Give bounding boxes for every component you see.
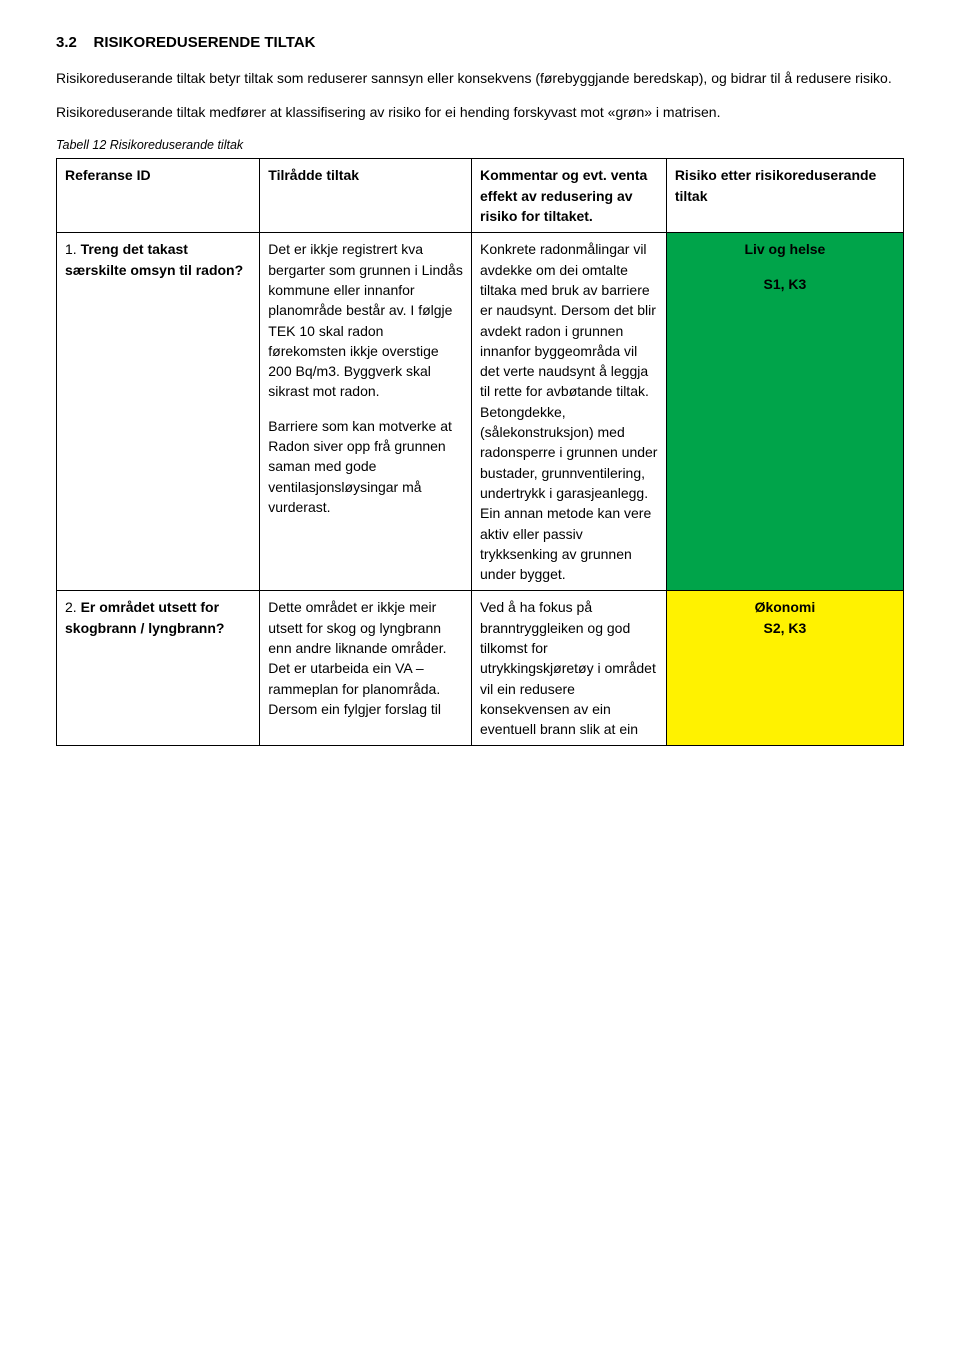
cell-risk-2: Økonomi S2, K3	[666, 591, 903, 746]
cell-kommentar-1: Konkrete radonmålingar vil avdekke om de…	[472, 233, 667, 591]
table-row: 2. Er området utsett for skogbrann / lyn…	[57, 591, 904, 746]
col-header-risiko: Risiko etter risikoreduserande tiltak	[666, 159, 903, 233]
cell-kommentar-2: Ved å ha fokus på branntryggleiken og go…	[472, 591, 667, 746]
risk-category: Liv og helse	[675, 239, 895, 259]
tiltak-text: Det er utarbeida ein VA – rammeplan for …	[268, 660, 441, 717]
table-header-row: Referanse ID Tilrådde tiltak Kommentar o…	[57, 159, 904, 233]
intro-paragraph-2: Risikoreduserande tiltak medfører at kla…	[56, 102, 904, 122]
section-title: RISIKOREDUSERENDE TILTAK	[94, 34, 316, 51]
cell-tiltak-1: Det er ikkje registrert kva bergarter so…	[260, 233, 472, 591]
section-number: 3.2	[56, 34, 77, 51]
cell-tiltak-2: Dette området er ikkje meir utsett for s…	[260, 591, 472, 746]
col-header-kommentar: Kommentar og evt. venta effekt av reduse…	[472, 159, 667, 233]
tiltak-paragraph: Barriere som kan motverke at Radon siver…	[268, 416, 463, 517]
risk-code: S1, K3	[675, 274, 895, 294]
tiltak-paragraph: Det er ikkje registrert kva bergarter so…	[268, 239, 463, 401]
ref-number: 2.	[65, 599, 81, 615]
cell-ref-1: 1. Treng det takast særskilte omsyn til …	[57, 233, 260, 591]
section-heading: 3.2 RISIKOREDUSERENDE TILTAK	[56, 32, 904, 54]
col-header-tiltak: Tilrådde tiltak	[260, 159, 472, 233]
risk-category: Økonomi	[675, 597, 895, 617]
cell-risk-1: Liv og helse S1, K3	[666, 233, 903, 591]
table-caption: Tabell 12 Risikoreduserande tiltak	[56, 136, 904, 154]
table-row: 1. Treng det takast særskilte omsyn til …	[57, 233, 904, 591]
risk-table: Referanse ID Tilrådde tiltak Kommentar o…	[56, 158, 904, 746]
cell-ref-2: 2. Er området utsett for skogbrann / lyn…	[57, 591, 260, 746]
risk-code: S2, K3	[675, 618, 895, 638]
ref-question: Er området utsett for skogbrann / lyngbr…	[65, 599, 224, 635]
intro-paragraph-1: Risikoreduserande tiltak betyr tiltak so…	[56, 68, 904, 88]
spacer	[675, 260, 895, 274]
ref-question: Treng det takast særskilte omsyn til rad…	[65, 241, 243, 277]
col-header-ref: Referanse ID	[57, 159, 260, 233]
tiltak-text: Dette området er ikkje meir utsett for s…	[268, 599, 446, 656]
ref-number: 1.	[65, 241, 81, 257]
